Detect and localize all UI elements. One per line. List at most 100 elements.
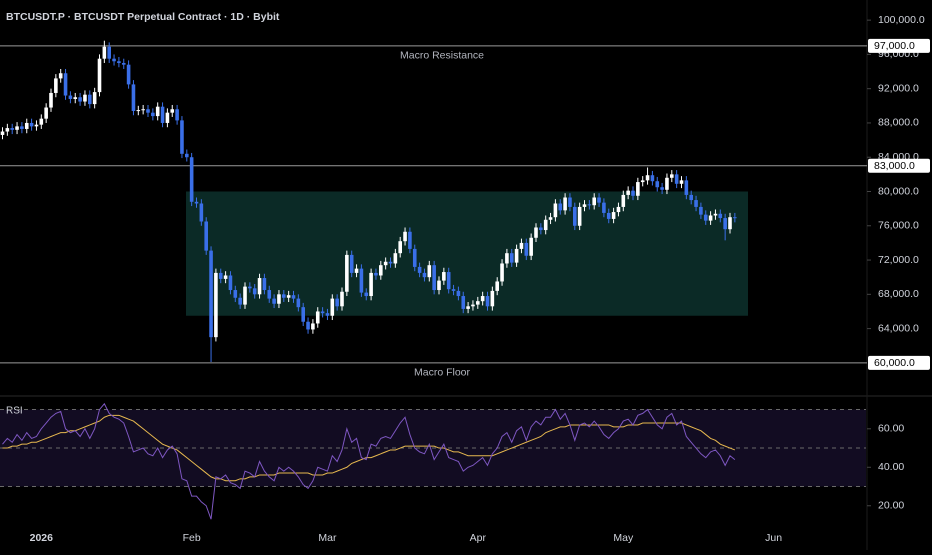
level-label-box bbox=[868, 158, 930, 173]
candle-body bbox=[393, 253, 398, 264]
candle-body bbox=[694, 200, 698, 207]
candle-body bbox=[529, 237, 533, 256]
candle-body bbox=[514, 248, 519, 263]
candle-body bbox=[398, 241, 402, 254]
candle-body bbox=[68, 95, 73, 99]
candle-body bbox=[568, 197, 572, 207]
rsi-line bbox=[2, 402, 736, 520]
level-label: 83,000.0 bbox=[874, 160, 915, 172]
candle-body bbox=[282, 294, 286, 298]
candle-body bbox=[446, 272, 451, 290]
candle-body bbox=[616, 206, 621, 213]
candle-body bbox=[509, 253, 514, 263]
candle-body bbox=[670, 174, 674, 178]
candle-body bbox=[311, 323, 315, 330]
candle-body bbox=[252, 288, 257, 295]
candle-body bbox=[403, 231, 407, 242]
candle-body bbox=[471, 304, 475, 307]
candle-body bbox=[437, 280, 441, 291]
candle-body bbox=[592, 197, 596, 206]
candle-body bbox=[602, 202, 606, 213]
candle-body bbox=[44, 107, 48, 119]
candle-body bbox=[185, 153, 189, 158]
candle-body bbox=[713, 213, 718, 216]
candle-body bbox=[577, 206, 582, 226]
y-tick-label: 40.00 bbox=[878, 461, 904, 473]
candle-body bbox=[383, 261, 388, 266]
candle-body bbox=[412, 248, 417, 267]
candle-body bbox=[451, 289, 456, 291]
candle-body bbox=[73, 97, 78, 99]
candle-body bbox=[15, 126, 19, 130]
candle-body bbox=[374, 272, 378, 276]
candle-body bbox=[597, 197, 601, 203]
candle-body bbox=[466, 306, 470, 309]
candle-body bbox=[485, 296, 490, 307]
candle-body bbox=[708, 215, 713, 221]
candle-body bbox=[543, 219, 548, 231]
y-tick-label: 20.00 bbox=[878, 500, 904, 512]
candle-body bbox=[626, 190, 630, 195]
candle-body bbox=[146, 109, 150, 113]
candle-body bbox=[92, 92, 97, 105]
candle-body bbox=[189, 157, 194, 202]
candle-body bbox=[650, 175, 655, 182]
y-tick-label: 60.00 bbox=[878, 423, 904, 435]
candle-body bbox=[228, 275, 233, 291]
candle-body bbox=[505, 253, 509, 264]
candle-body bbox=[272, 298, 276, 304]
candle-body bbox=[490, 290, 495, 307]
candle-body bbox=[480, 296, 485, 302]
candle-body bbox=[136, 110, 141, 112]
candle-body bbox=[315, 311, 320, 324]
y-tick-label: 80,000.0 bbox=[878, 185, 919, 197]
candle-body bbox=[723, 218, 727, 230]
candle-body bbox=[388, 261, 393, 264]
candle-body bbox=[655, 181, 660, 188]
candle-body bbox=[359, 268, 364, 293]
candle-body bbox=[291, 295, 296, 299]
y-tick-label: 72,000.0 bbox=[878, 254, 919, 266]
candle-body bbox=[689, 194, 693, 201]
candle-body bbox=[665, 177, 669, 190]
candle-body bbox=[408, 231, 412, 249]
candle-body bbox=[5, 128, 10, 132]
candle-body bbox=[495, 281, 499, 291]
candle-body bbox=[218, 272, 223, 279]
candle-body bbox=[58, 73, 63, 79]
candle-body bbox=[306, 321, 310, 330]
candle-body bbox=[39, 118, 44, 125]
candle-body bbox=[345, 254, 349, 292]
candle-body bbox=[54, 78, 58, 93]
candle-body bbox=[262, 278, 267, 291]
candle-body bbox=[379, 265, 383, 276]
candle-body bbox=[126, 64, 131, 85]
candle-body bbox=[257, 278, 262, 295]
candle-body bbox=[534, 227, 538, 238]
candle-body bbox=[320, 311, 325, 314]
y-tick-label: 64,000.0 bbox=[878, 322, 919, 334]
x-tick-label: Feb bbox=[183, 532, 201, 544]
candle-body bbox=[243, 286, 247, 305]
candle-body bbox=[233, 290, 238, 298]
candle-body bbox=[519, 242, 524, 249]
candle-body bbox=[679, 180, 684, 184]
candle-body bbox=[78, 97, 82, 102]
candle-body bbox=[548, 217, 553, 220]
candle-body bbox=[10, 128, 14, 130]
candle-body bbox=[733, 217, 737, 219]
candle-body bbox=[553, 203, 558, 218]
y-tick-label: 76,000.0 bbox=[878, 220, 919, 232]
level-label-box bbox=[868, 38, 930, 53]
candle-body bbox=[0, 131, 5, 135]
candle-body bbox=[24, 122, 29, 129]
level-name: Macro Resistance bbox=[400, 50, 484, 62]
candle-body bbox=[121, 62, 126, 65]
candle-body bbox=[427, 265, 432, 278]
candle-body bbox=[563, 197, 567, 211]
x-tick-label: Jun bbox=[765, 532, 782, 544]
candle-body bbox=[131, 84, 136, 111]
rsi-title: RSI bbox=[6, 406, 23, 417]
candle-body bbox=[34, 124, 39, 127]
